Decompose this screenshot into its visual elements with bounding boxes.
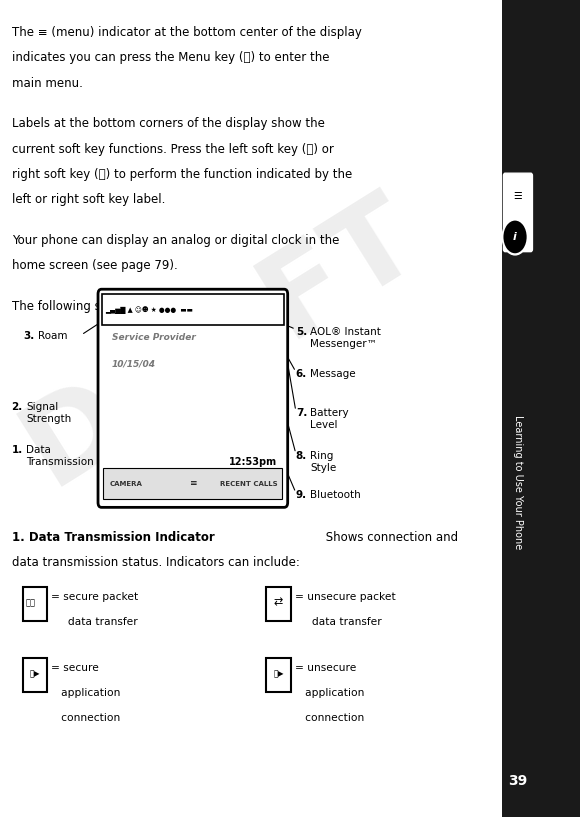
- FancyBboxPatch shape: [266, 587, 291, 621]
- FancyBboxPatch shape: [23, 587, 47, 621]
- Text: Ring
Style: Ring Style: [310, 451, 336, 473]
- FancyBboxPatch shape: [503, 173, 532, 252]
- Bar: [103, 468, 282, 499]
- Text: home screen (see page 79).: home screen (see page 79).: [12, 259, 177, 272]
- Text: application: application: [51, 688, 121, 698]
- Text: 12:53pm: 12:53pm: [229, 457, 277, 467]
- Text: 7.: 7.: [296, 408, 307, 418]
- Bar: [102, 294, 284, 325]
- Text: The following status indicators can display:: The following status indicators can disp…: [12, 300, 267, 313]
- Text: Your phone can display an analog or digital clock in the: Your phone can display an analog or digi…: [12, 234, 339, 247]
- Circle shape: [503, 221, 527, 253]
- Text: main menu.: main menu.: [12, 77, 82, 90]
- Text: AOL® Instant
Messenger™: AOL® Instant Messenger™: [310, 327, 381, 349]
- FancyBboxPatch shape: [23, 658, 47, 692]
- Text: connection: connection: [295, 713, 364, 723]
- Text: Battery
Level: Battery Level: [310, 408, 349, 431]
- Text: connection: connection: [51, 713, 120, 723]
- Text: CAMERA: CAMERA: [110, 480, 143, 487]
- Text: i: i: [513, 232, 517, 242]
- Text: data transfer: data transfer: [295, 617, 382, 627]
- Text: RECENT CALLS: RECENT CALLS: [220, 480, 277, 487]
- Text: = secure packet: = secure packet: [51, 592, 138, 602]
- Text: Message: Message: [310, 369, 356, 379]
- Text: Bluetooth: Bluetooth: [310, 490, 361, 500]
- Text: data transfer: data transfer: [51, 617, 138, 627]
- Text: application: application: [295, 688, 364, 698]
- Text: ≡: ≡: [189, 479, 197, 489]
- Text: 🔒🔒: 🔒🔒: [25, 598, 35, 607]
- Text: 9.: 9.: [296, 490, 307, 500]
- Text: indicates you can press the Menu key (Ⓜ) to enter the: indicates you can press the Menu key (Ⓜ)…: [12, 51, 329, 65]
- Text: ☰: ☰: [513, 191, 523, 201]
- Text: ⇄: ⇄: [274, 597, 283, 608]
- Text: Service Provider: Service Provider: [112, 333, 196, 342]
- Text: Roam: Roam: [38, 331, 67, 341]
- Text: 🔓▶: 🔓▶: [273, 669, 284, 678]
- Text: Data
Transmission: Data Transmission: [26, 445, 94, 467]
- Text: Shows connection and: Shows connection and: [322, 531, 458, 544]
- Text: 1.: 1.: [12, 445, 23, 455]
- Text: right soft key (Ⓛ) to perform the function indicated by the: right soft key (Ⓛ) to perform the functi…: [12, 168, 352, 181]
- Text: Java Midlet: Java Midlet: [139, 320, 196, 330]
- Text: 5.: 5.: [296, 327, 307, 337]
- Text: data transmission status. Indicators can include:: data transmission status. Indicators can…: [12, 556, 299, 569]
- Text: 39: 39: [508, 775, 528, 788]
- Text: Labels at the bottom corners of the display show the: Labels at the bottom corners of the disp…: [12, 118, 324, 131]
- Text: 8.: 8.: [296, 451, 307, 461]
- FancyBboxPatch shape: [98, 289, 288, 507]
- Text: The ≡ (menu) indicator at the bottom center of the display: The ≡ (menu) indicator at the bottom cen…: [12, 26, 361, 39]
- Text: current soft key functions. Press the left soft key (Ⓛ) or: current soft key functions. Press the le…: [12, 143, 334, 156]
- Text: 6.: 6.: [296, 369, 307, 379]
- Circle shape: [502, 219, 528, 255]
- Text: 4.: 4.: [125, 320, 136, 330]
- Text: DRAFT: DRAFT: [3, 177, 438, 509]
- Text: = unsecure: = unsecure: [295, 663, 356, 672]
- Text: 🔒▶: 🔒▶: [30, 669, 40, 678]
- Text: = secure: = secure: [51, 663, 99, 672]
- Text: ▂▄▆█ ▲ ☺☻ ★ ●●●  ▬▬: ▂▄▆█ ▲ ☺☻ ★ ●●● ▬▬: [106, 306, 194, 314]
- Bar: [502, 0, 580, 817]
- Text: left or right soft key label.: left or right soft key label.: [12, 194, 165, 207]
- Text: 2.: 2.: [12, 402, 23, 412]
- Text: = unsecure packet: = unsecure packet: [295, 592, 396, 602]
- Text: 10/15/04: 10/15/04: [112, 359, 156, 368]
- FancyBboxPatch shape: [266, 658, 291, 692]
- Text: Learning to Use Your Phone: Learning to Use Your Phone: [513, 415, 523, 549]
- Text: Signal
Strength: Signal Strength: [26, 402, 71, 424]
- Text: 1. Data Transmission Indicator: 1. Data Transmission Indicator: [12, 531, 215, 544]
- Text: 3.: 3.: [23, 331, 34, 341]
